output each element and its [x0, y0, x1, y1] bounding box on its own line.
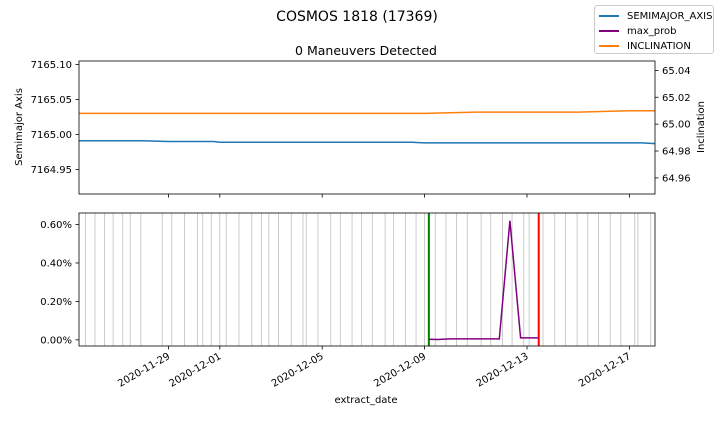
top-right-tick-label: 65.00 [662, 120, 691, 131]
bottom-x-tick-label: 2020-11-29 [116, 351, 172, 390]
bottom-x-tick-label: 2020-12-17 [577, 351, 633, 390]
top-right-tick-label: 64.98 [662, 147, 691, 158]
top-axes-frame [78, 60, 656, 195]
top-ylabel: Semimajor Axis [14, 88, 25, 166]
legend-swatch-semimajor-axis [599, 15, 619, 17]
legend-swatch-max-prob [599, 30, 619, 32]
bottom-left-tick-label: 0.60% [40, 220, 72, 231]
legend-item-max-prob: max_prob [599, 24, 677, 38]
legend-item-semimajor-axis: SEMIMAJOR_AXIS [599, 9, 712, 23]
series-line-semimajor-axis [79, 140, 656, 145]
top-axes-title: 0 Maneuvers Detected [295, 43, 437, 58]
bottom-x-tick-label: 2020-12-13 [475, 351, 531, 390]
legend-label-semimajor-axis: SEMIMAJOR_AXIS [627, 10, 713, 22]
bottom-x-tick-label: 2020-12-01 [167, 351, 223, 390]
bottom-left-tick-label: 0.40% [40, 258, 72, 269]
legend-label-max-prob: max_prob [627, 25, 677, 37]
series-line-max-prob [428, 220, 539, 341]
top-right-tick-label: 65.02 [662, 93, 691, 104]
top-right-tick-label: 65.04 [662, 66, 691, 77]
bottom-xlabel: extract_date [334, 395, 397, 406]
bottom-axes: 0.00% 0.20% 0.40% 0.60% 2020-11-292020-12-01… [40, 212, 656, 390]
bottom-x-tick-label: 2020-12-05 [270, 351, 326, 390]
legend-item-inclination: INCLINATION [599, 39, 691, 53]
top-left-tick-label: 7165.10 [31, 60, 72, 71]
top-axes: 7165.10 7165.05 7165.00 7164.95 65.04 65.02 65… [31, 60, 691, 198]
top-left-tick-label: 7165.00 [31, 130, 72, 141]
bottom-left-tick-label: 0.00% [40, 335, 72, 346]
bottom-left-tick-label: 0.20% [40, 297, 72, 308]
bottom-x-tick-label: 2020-12-09 [372, 351, 428, 390]
series-line-inclination [79, 109, 655, 115]
figure-suptitle: COSMOS 1818 (17369) [276, 9, 438, 25]
legend-label-inclination: INCLINATION [627, 40, 691, 52]
top-left-tick-label: 7164.95 [31, 165, 72, 176]
top-y2label: Inclination [696, 101, 707, 153]
top-left-tick-label: 7165.05 [31, 95, 72, 106]
top-right-tick-label: 64.96 [662, 173, 691, 184]
legend-swatch-inclination [599, 45, 619, 47]
legend: SEMIMAJOR_AXIS max_prob INCLINATION [594, 5, 714, 54]
bottom-axes-frame [78, 212, 656, 347]
